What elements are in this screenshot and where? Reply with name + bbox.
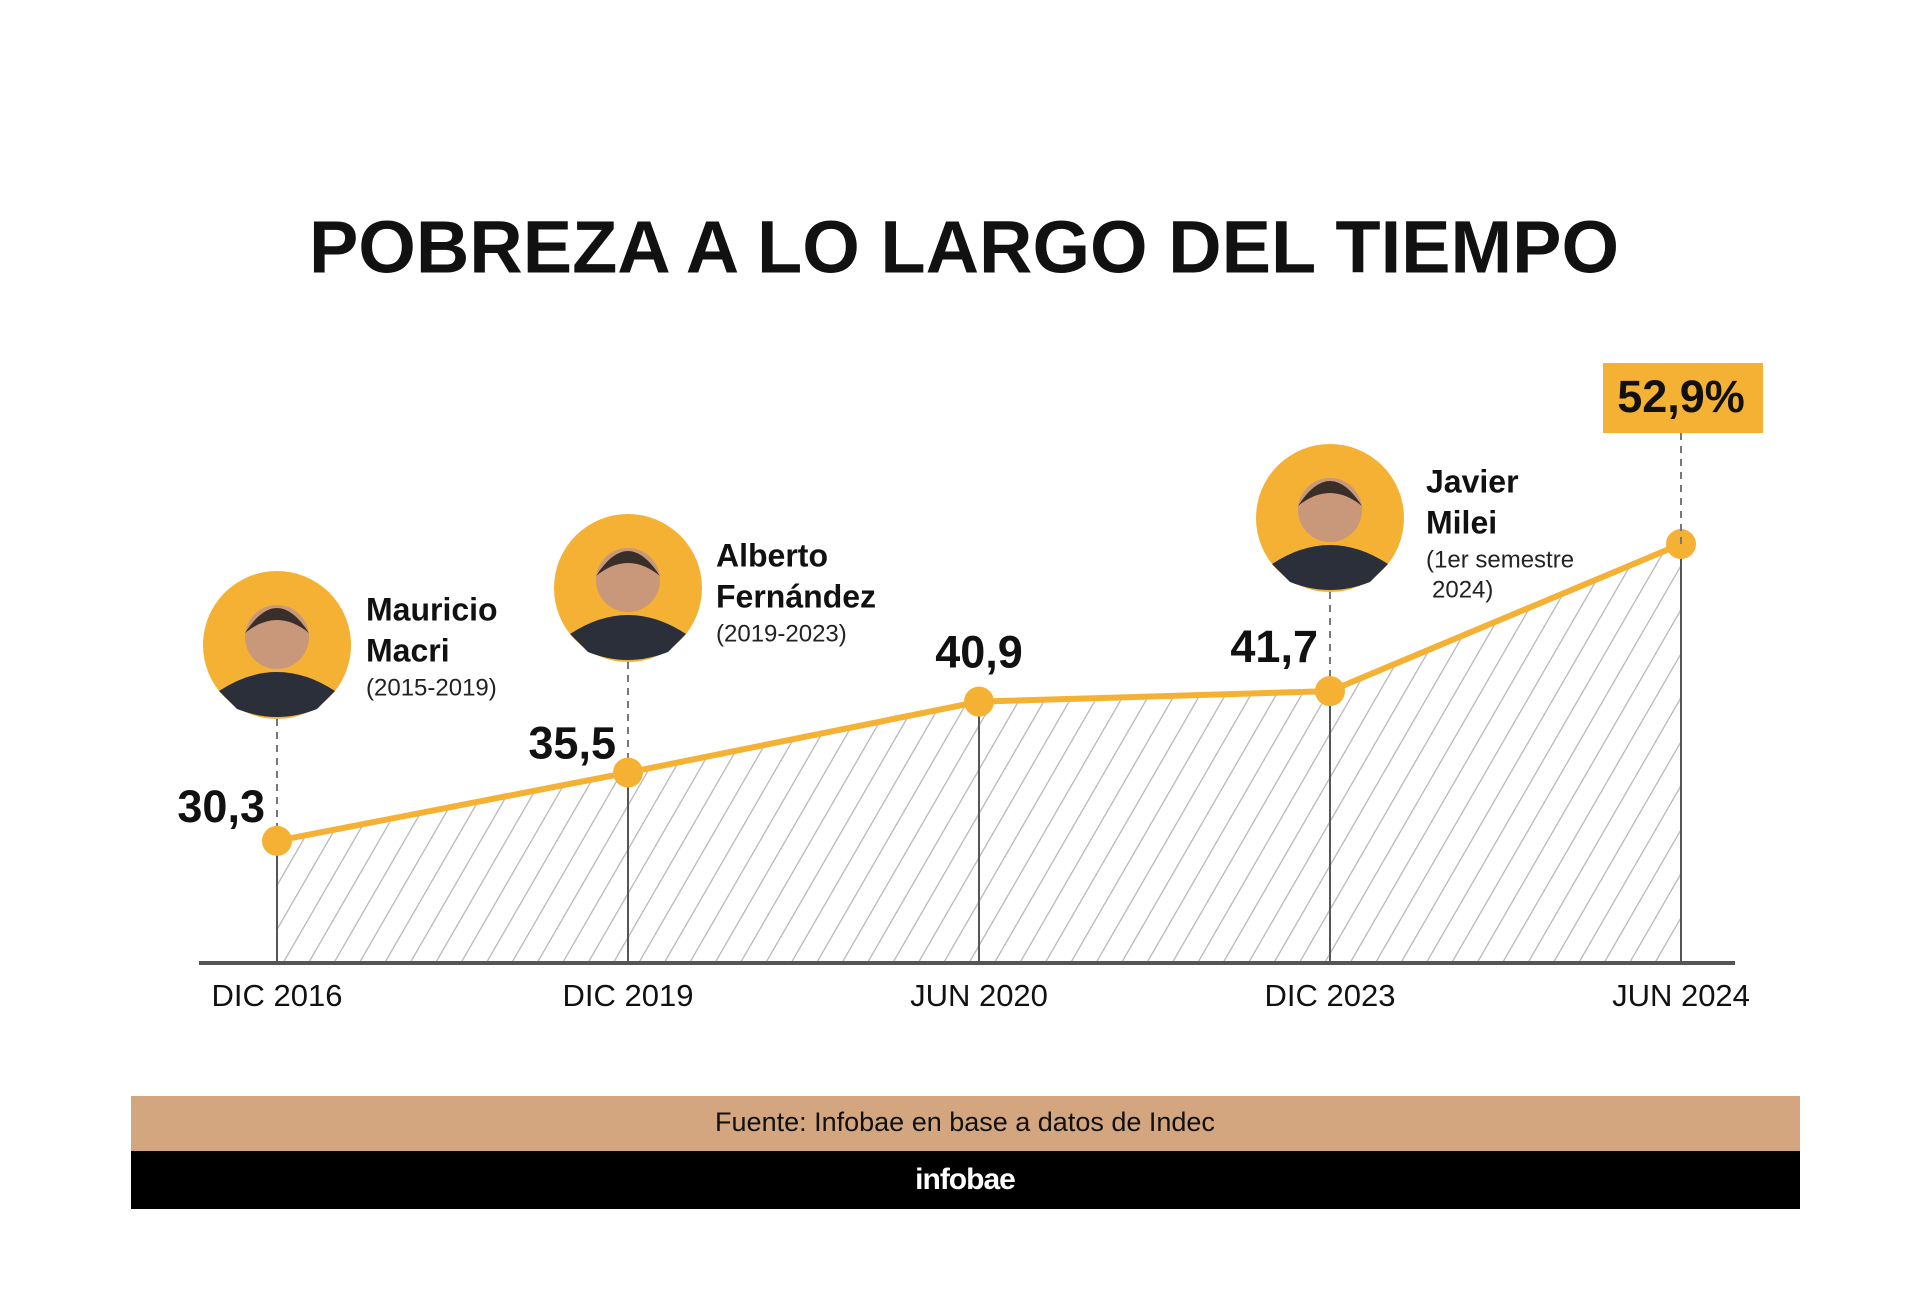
point <box>1315 676 1345 707</box>
source-bar <box>131 1096 1800 1151</box>
president-name: Milei <box>1426 504 1497 540</box>
chart-title: POBREZA A LO LARGO DEL TIEMPO <box>309 206 1619 289</box>
president-period: (1er semestre <box>1426 546 1574 573</box>
president-period: (2019-2023) <box>716 620 847 647</box>
photo-hair <box>245 608 309 633</box>
x-tick-label: JUN 2020 <box>910 978 1048 1013</box>
brand: infobae <box>915 1163 1015 1196</box>
president-name: Mauricio <box>366 591 498 627</box>
value-label: 52,9% <box>1617 371 1745 422</box>
x-tick-label: JUN 2024 <box>1612 978 1750 1013</box>
x-tick-label: DIC 2016 <box>212 978 343 1013</box>
president-period: (2015-2019) <box>366 674 497 701</box>
president-name: Macri <box>366 632 450 668</box>
photo-body <box>1272 545 1388 590</box>
source: Fuente: Infobae en base a datos de Indec <box>715 1107 1215 1137</box>
president-name: Fernández <box>716 578 876 614</box>
x-tick-label: DIC 2019 <box>563 978 694 1013</box>
president-name: Javier <box>1426 463 1519 499</box>
brand-bar <box>131 1151 1800 1209</box>
value-label: 35,5 <box>528 717 616 768</box>
president-period: 2024) <box>1432 576 1493 603</box>
value-label: 41,7 <box>1230 621 1318 672</box>
photo-body <box>570 615 686 660</box>
photo-hair <box>596 551 660 576</box>
point <box>262 825 292 856</box>
highlight-box <box>1603 363 1763 434</box>
point <box>964 686 994 717</box>
point <box>613 757 643 788</box>
x-tick-label: DIC 2023 <box>1265 978 1396 1013</box>
president-name: Alberto <box>716 537 828 573</box>
value-label: 40,9 <box>935 627 1023 678</box>
photo-body <box>219 672 335 717</box>
value-label: 30,3 <box>177 781 265 832</box>
photo-hair <box>1298 481 1362 506</box>
